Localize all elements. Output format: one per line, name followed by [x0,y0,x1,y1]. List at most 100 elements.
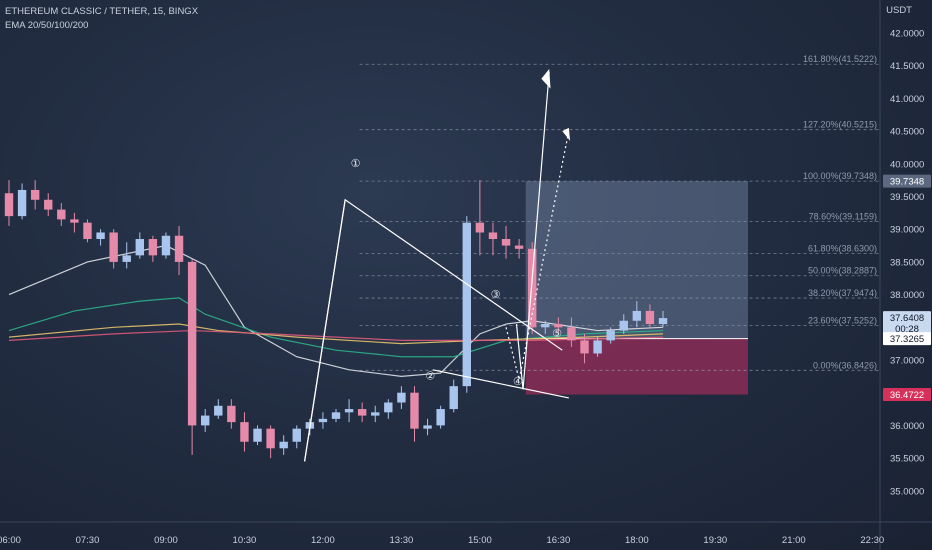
fib-level-label: 161.80%(41.5222) [803,54,877,64]
price-badge [883,174,931,188]
fib-level-label: 61.80%(38.6300) [808,243,877,253]
x-tick-label: 19:30 [703,535,727,546]
candle-body [462,222,471,387]
x-tick-label: 13:30 [390,535,414,546]
ema-200-line [8,329,664,341]
candle-body [488,232,498,240]
candle-body [580,340,589,354]
y-tick-label: 35.5000 [890,454,924,465]
x-tick-label: 07:30 [76,535,100,546]
fib-level-label: 78.60%(39.1159) [809,212,877,222]
candle-body [201,415,210,426]
x-tick-label: 16:30 [546,535,570,546]
candle-body [371,412,380,416]
candle-body [645,310,655,325]
candle-body [344,409,354,413]
ema-100-line [8,323,664,345]
candle-body [17,189,27,217]
candle-body [331,412,341,419]
candle-body [357,409,367,416]
candle-body [528,248,537,328]
candle-body [122,255,131,262]
candle-body [619,320,628,331]
x-tick-label: 22:30 [860,535,884,546]
candle-body [4,193,14,217]
wave-leg-line [304,199,346,462]
candle-body [397,392,406,403]
candle-body [135,239,144,256]
candle-body [109,232,118,262]
wave-label: ⑤ [552,327,562,340]
wave-label: ② [425,370,435,383]
candle-body [266,428,275,449]
wedge-lower-line [432,369,569,399]
candle-body [514,245,524,249]
y-tick-label: 36.0000 [890,421,924,432]
fib-level-label: 38.20%(37.9474) [808,288,877,298]
x-tick-label: 12:00 [311,535,335,546]
candle-body [541,324,550,328]
dotted-arrow-head [562,127,571,141]
candle-body [83,222,92,240]
candle-body [187,261,197,426]
candle-body [292,428,301,442]
candle-body [253,428,262,442]
symbol-title: ETHEREUM CLASSIC / TETHER, 15, BINGX [5,6,199,17]
candle-body [148,239,158,256]
candle-body [318,418,328,423]
candle-body [384,402,393,413]
price-badge-value: 37.3265 [890,334,924,345]
candle-body [475,222,485,233]
x-tick-label: 21:00 [782,535,806,546]
fib-level-label: 0.00%(36.8426) [813,360,877,370]
y-tick-label: 41.0000 [890,94,924,105]
price-badge [883,332,931,346]
candle-body [567,327,576,341]
candle-body [44,199,53,210]
y-tick-label: 39.0000 [890,225,924,236]
candle-body [423,425,432,429]
y-tick-label: 42.0000 [890,29,924,40]
wedge-upper-line [304,198,563,462]
price-badge [883,388,931,402]
y-tick-label: 40.5000 [890,127,924,138]
y-tick-label: 40.0000 [890,159,924,170]
fib-level-label: 127.20%(40.5215) [803,120,877,130]
y-tick-label: 39.5000 [890,192,924,203]
candle-body [554,324,563,328]
candle-body [30,189,40,200]
price-badge-value: 37.6408 [890,313,924,324]
candle-body [606,330,615,341]
candle-body [70,219,79,223]
x-tick-label: 09:00 [154,535,178,546]
x-tick-label: 18:00 [625,535,649,546]
x-tick-label: 06:00 [0,535,21,546]
candle-body [593,340,602,354]
candle-body [410,392,419,429]
candle-body [57,209,66,220]
y-tick-label: 37.0000 [890,356,924,367]
candle-body [449,386,458,410]
price-badge-value: 36.4722 [890,390,924,401]
wave-label: ① [351,157,361,170]
fib-level-label: 23.60%(37.5252) [808,316,877,326]
fib-level-label: 100.00%(39.7348) [803,171,877,181]
x-tick-label: 10:30 [233,535,257,546]
price-badge-countdown: 00:28 [895,324,919,335]
candle-body [227,405,236,423]
price-badge [883,311,931,336]
candle-body [632,310,642,321]
candle-body [161,235,171,256]
projection-arrow-line [515,72,550,390]
fib-level-label: 50.00%(38.2887) [808,266,877,276]
x-tick-label: 15:00 [468,535,492,546]
candle-body [658,318,668,325]
currency-label: USDT [886,5,912,16]
indicator-legend: EMA 20/50/100/200 [5,20,89,31]
y-tick-label: 38.0000 [890,290,924,301]
projection-arrow-head [541,68,551,89]
candle-body [436,409,445,426]
candle-body [174,235,184,262]
